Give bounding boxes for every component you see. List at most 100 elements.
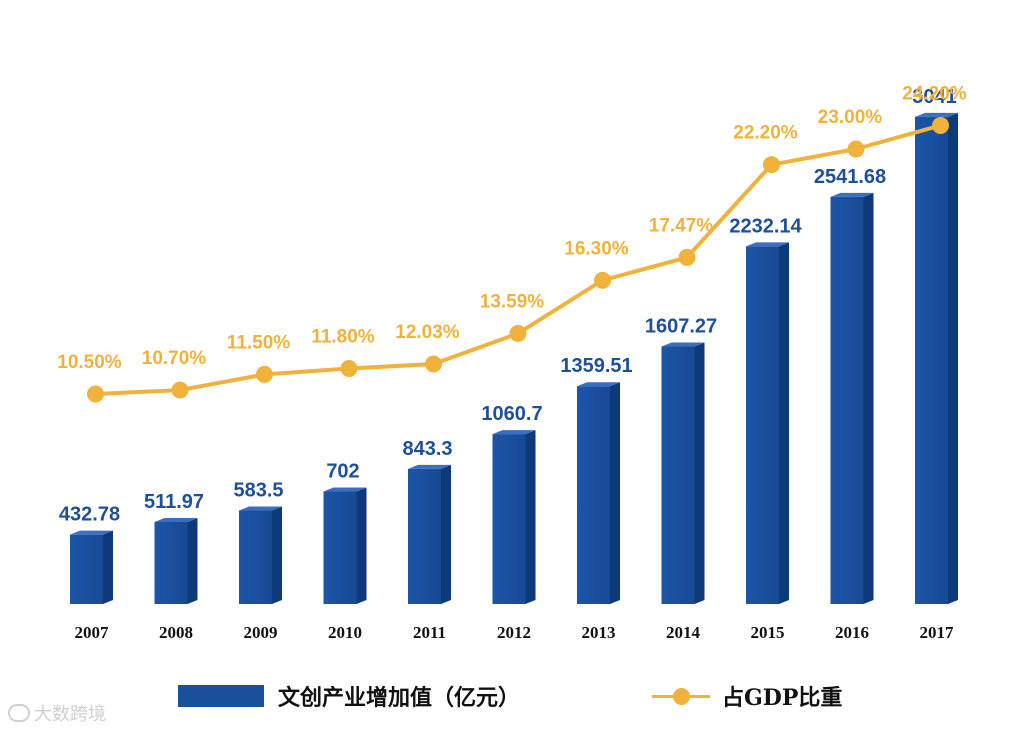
- line-value-label: 24.20%: [902, 83, 967, 104]
- bar-top: [154, 517, 198, 522]
- x-tick-label: 2014: [666, 623, 701, 642]
- bar-top: [239, 506, 282, 511]
- bar-value-label: 511.97: [144, 491, 204, 513]
- x-tick-label: 2016: [835, 623, 869, 642]
- line-value-label: 13.59%: [480, 291, 545, 312]
- bar-top: [492, 430, 536, 435]
- line-point: [847, 140, 865, 158]
- watermark-logo-icon: [8, 704, 30, 722]
- x-tick-label: 2015: [751, 623, 785, 642]
- bar-2017: [915, 112, 958, 605]
- bar-value-label: 2541.68: [814, 166, 886, 188]
- line-value-labels: 10.50% 10.70% 11.50% 11.80% 12.03% 13.59% 16.3…: [57, 83, 967, 373]
- line-value-label: 17.47%: [649, 215, 714, 236]
- bar-2008: [154, 517, 198, 604]
- bar-front: [154, 521, 188, 604]
- bar-value-label: 1607.27: [645, 316, 717, 338]
- bar-2009: [239, 506, 282, 604]
- line-value-label: 16.30%: [564, 238, 629, 259]
- bar-front: [661, 346, 695, 604]
- bar-top: [830, 192, 874, 197]
- line-point: [87, 385, 104, 403]
- line-value-label: 11.50%: [227, 332, 290, 353]
- line-point: [425, 355, 442, 373]
- legend-bar-swatch: [178, 685, 264, 707]
- watermark: 大数跨境: [8, 700, 106, 726]
- bar-top: [661, 342, 705, 347]
- line-value-label: 11.80%: [311, 327, 374, 348]
- line-point: [678, 248, 696, 266]
- watermark-text: 大数跨境: [34, 704, 106, 725]
- line-point: [256, 365, 273, 383]
- line-point: [932, 116, 949, 134]
- bar-value-label: 3041: [912, 86, 957, 108]
- legend-bar-label: 文创产业增加值（亿元）: [278, 685, 521, 711]
- line-value-label: 10.50%: [57, 352, 122, 373]
- bar-value-label: 583.5: [233, 480, 283, 502]
- legend-line-series: 占GDP比重: [652, 676, 842, 716]
- bar-side: [525, 430, 536, 604]
- line-point: [594, 271, 611, 289]
- bar-value-labels: 432.78 511.97 583.5 702 843.3 1060.7 1359.51 16…: [59, 86, 957, 526]
- bar-top: [408, 464, 451, 469]
- chart: 432.78 511.97 583.5 702 843.3 1060.7 1359.51 16…: [57, 83, 967, 642]
- bar-side: [187, 517, 198, 604]
- bar-top: [577, 382, 620, 387]
- bar-2013: [577, 382, 620, 604]
- bar-side: [779, 242, 789, 604]
- x-tick-label: 2017: [920, 623, 955, 642]
- bar-2012: [492, 430, 536, 604]
- line-value-label: 23.00%: [818, 107, 883, 128]
- bar-side: [441, 464, 451, 604]
- line-point: [509, 324, 527, 342]
- bar-2010: [323, 487, 367, 604]
- bar-top: [323, 487, 367, 492]
- line-point: [763, 156, 780, 174]
- x-tick-label: 2011: [413, 623, 446, 642]
- legend-line-swatch: [652, 685, 710, 707]
- bar-front: [830, 196, 864, 604]
- bar-front: [746, 246, 779, 604]
- bar-2015: [746, 242, 789, 604]
- bar-front: [577, 386, 610, 604]
- legend-line-label: 占GDP比重: [722, 685, 843, 711]
- line-value-label: 22.20%: [733, 123, 798, 144]
- bar-front: [915, 116, 948, 605]
- bar-side: [610, 382, 620, 604]
- bar-value-label: 702: [326, 461, 359, 483]
- bar-2016: [830, 192, 874, 604]
- bar-2014: [661, 342, 705, 604]
- bar-side: [863, 192, 874, 604]
- bar-side: [694, 342, 705, 604]
- bar-front: [323, 491, 357, 604]
- line-value-label: 12.03%: [395, 322, 460, 343]
- line-value-label: 10.70%: [142, 348, 207, 369]
- bar-top: [746, 242, 789, 247]
- x-tick-label: 2007: [75, 623, 110, 642]
- bar-value-label: 2232.14: [729, 215, 802, 237]
- bar-side: [103, 530, 113, 604]
- x-tick-label: 2008: [159, 623, 193, 642]
- bar-series: [70, 112, 958, 605]
- bar-top: [70, 530, 113, 535]
- line-point: [171, 381, 189, 399]
- x-tick-label: 2010: [328, 623, 362, 642]
- bar-side: [272, 506, 282, 604]
- bar-value-label: 1060.7: [481, 403, 542, 425]
- bar-2007: [70, 530, 113, 604]
- legend-bar-series: 文创产业增加值（亿元）: [178, 676, 520, 716]
- x-tick-label: 2009: [244, 623, 278, 642]
- bar-front: [492, 434, 526, 604]
- bar-front: [239, 510, 272, 604]
- x-tick-label: 2012: [497, 623, 531, 642]
- x-tick-label: 2013: [582, 623, 616, 642]
- bar-side: [356, 487, 367, 604]
- line-point: [340, 360, 358, 378]
- bar-value-label: 432.78: [59, 504, 120, 526]
- bar-value-label: 843.3: [402, 438, 452, 460]
- bar-front: [408, 468, 441, 604]
- bar-value-label: 1359.51: [560, 355, 632, 377]
- bar-2011: [408, 464, 451, 604]
- line-series: [87, 116, 949, 403]
- bar-side: [948, 112, 958, 605]
